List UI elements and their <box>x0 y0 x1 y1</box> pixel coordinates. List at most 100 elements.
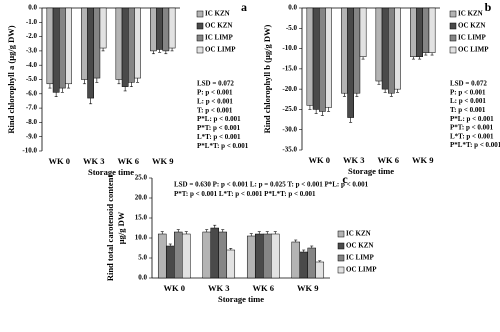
bar <box>246 235 256 279</box>
y-tick-label: -10.0 <box>282 44 297 52</box>
legend-label: OC LIMP <box>346 266 377 274</box>
legend-swatch <box>196 22 204 30</box>
bar <box>134 7 141 79</box>
bar <box>428 7 436 53</box>
legend-swatch <box>196 10 204 18</box>
bar <box>254 233 264 279</box>
bar <box>150 7 157 52</box>
legend-label: OC LIMP <box>458 46 489 54</box>
y-axis-label: Rind chlorophyll a (µg/g DW) <box>6 25 16 133</box>
bar <box>381 7 389 90</box>
x-tick-label: WK 0 <box>49 156 71 166</box>
stats-text: P: p < 0.001 <box>197 89 233 97</box>
bar <box>46 7 54 85</box>
x-tick-label: WK 9 <box>297 283 319 293</box>
bar <box>218 231 228 279</box>
x-tick-label: WK 0 <box>309 155 331 165</box>
bar <box>325 7 332 108</box>
y-tick-label: -2.0 <box>26 32 38 40</box>
x-tick-label: WK 6 <box>253 283 275 293</box>
legend-label: OC KZN <box>458 22 485 30</box>
legend-swatch <box>337 254 345 262</box>
y-tick-label: -10.0 <box>22 147 37 155</box>
stats-text: LSD = 0.072 <box>197 80 234 88</box>
bar <box>291 241 300 279</box>
bar <box>202 231 211 279</box>
stats-text: L*T: p < 0.001 <box>450 132 494 140</box>
legend-label: OC KZN <box>346 242 373 250</box>
legend-swatch <box>337 266 345 274</box>
y-tick-label: -8.0 <box>26 118 38 126</box>
stats-text: P*L*T: p < 0.001 <box>197 142 249 150</box>
y-tick-label: -3.0 <box>26 47 38 55</box>
bar <box>168 7 176 49</box>
stats-text: L: p < 0.001 <box>197 97 233 105</box>
y-tick-label: 0.0 <box>28 4 37 12</box>
bar <box>174 231 183 279</box>
panel-letter: b <box>485 0 492 14</box>
legend-swatch <box>449 46 457 54</box>
legend-label: IC KZN <box>205 10 230 18</box>
bar <box>347 7 355 118</box>
y-axis-label: μg/g DW <box>116 211 126 244</box>
y-axis-label: Rind chlorophyll b (µg/g DW) <box>262 25 272 134</box>
y-tick-label: -5.0 <box>286 24 298 32</box>
stats-text: P*T: p < 0.001 <box>450 124 494 132</box>
legend-swatch <box>449 22 457 30</box>
bar <box>226 249 236 279</box>
stats-text: LSD = 0.630 P: p < 0.001 L: p = 0.025 T:… <box>174 181 369 189</box>
y-tick-label: -9.0 <box>26 132 38 140</box>
bar <box>52 7 60 93</box>
bar <box>87 7 95 99</box>
y-tick-label: -35.0 <box>282 146 297 154</box>
bar <box>312 7 320 110</box>
legend-label: IC KZN <box>458 10 483 18</box>
legend-swatch <box>337 242 345 250</box>
y-tick-label: -20.0 <box>282 85 297 93</box>
bar <box>315 261 325 279</box>
stats-text: LSD = 0.072 <box>450 80 487 88</box>
bar <box>375 7 383 82</box>
bar <box>388 7 395 94</box>
bar <box>65 7 72 85</box>
y-tick-label: 0.0 <box>288 4 297 12</box>
bar <box>121 7 129 87</box>
x-tick-label: WK 9 <box>152 156 174 166</box>
x-tick-label: WK 3 <box>343 155 365 165</box>
y-tick-label: 5.0 <box>138 254 147 262</box>
bar <box>416 7 424 57</box>
y-tick-label: -7.0 <box>26 104 38 112</box>
bar <box>115 7 123 80</box>
x-tick-label: WK 3 <box>83 156 105 166</box>
stats-text: T: p < 0.001 <box>450 106 486 114</box>
bar <box>394 7 401 90</box>
legend-label: IC LIMP <box>346 254 375 262</box>
bar <box>81 7 88 80</box>
bar <box>99 7 107 49</box>
x-axis-label: Storage time <box>348 166 394 176</box>
bar <box>271 233 280 279</box>
bar <box>359 7 367 57</box>
bar <box>307 247 317 279</box>
y-tick-label: 25.0 <box>135 174 148 182</box>
legend-swatch <box>196 46 204 54</box>
y-tick-label: -30.0 <box>282 125 297 133</box>
legend-label: IC LIMP <box>458 34 487 42</box>
panel-letter: c <box>342 172 348 186</box>
y-tick-label: -5.0 <box>26 75 38 83</box>
stats-text: P*T: p < 0.001 L*T: p < 0.001 P*L*T: p <… <box>174 190 316 198</box>
stats-text: L: p < 0.001 <box>450 97 486 105</box>
y-axis-label: Rind total carotenoid content <box>105 175 115 281</box>
bar <box>210 227 220 279</box>
bar <box>353 7 361 94</box>
bar <box>59 7 66 89</box>
y-tick-label: -25.0 <box>282 105 297 113</box>
x-tick-label: WK 6 <box>118 156 140 166</box>
bar <box>93 7 101 79</box>
x-tick-label: WK 3 <box>208 283 230 293</box>
bar <box>299 251 308 279</box>
bar <box>410 7 417 57</box>
y-tick-label: 10.0 <box>135 234 148 242</box>
x-tick-label: WK 0 <box>164 283 186 293</box>
bar <box>263 233 272 279</box>
